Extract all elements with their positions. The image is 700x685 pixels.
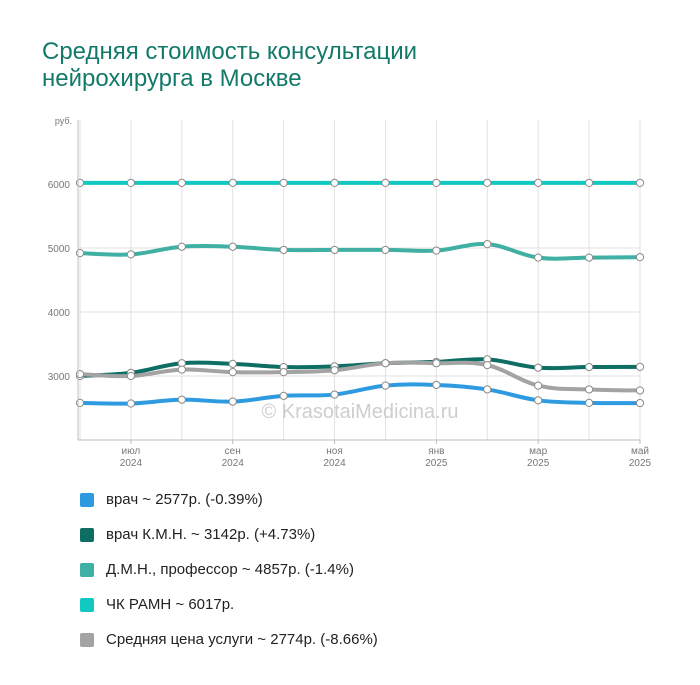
data-point bbox=[228, 359, 237, 368]
data-point bbox=[432, 246, 441, 255]
data-point bbox=[635, 362, 645, 372]
legend-item: врач К.М.Н. ~ 3142р. (+4.73%) bbox=[80, 517, 378, 552]
data-point bbox=[228, 242, 237, 251]
legend: врач ~ 2577р. (-0.39%) врач К.М.Н. ~ 3142… bbox=[80, 482, 378, 657]
legend-label: врач ~ 2577р. (-0.39%) bbox=[106, 491, 263, 508]
data-point bbox=[279, 368, 288, 377]
data-point bbox=[584, 253, 594, 262]
line-chart: © KrasotaiMedicina.ru 3000400050006000ру… bbox=[48, 116, 652, 469]
data-point bbox=[330, 178, 339, 188]
chart-title-line-2: нейрохирурга в Москве bbox=[42, 65, 302, 92]
y-tick-label: 3000 bbox=[48, 372, 71, 383]
legend-label: Д.М.Н., профессор ~ 4857р. (-1.4%) bbox=[106, 561, 354, 578]
data-point bbox=[228, 368, 237, 377]
y-tick-label: 4000 bbox=[48, 308, 71, 319]
x-tick-label-month: янв bbox=[428, 446, 444, 457]
data-point bbox=[432, 359, 441, 368]
legend-label: врач К.М.Н. ~ 3142р. (+4.73%) bbox=[106, 526, 316, 543]
data-point bbox=[279, 245, 288, 255]
x-tick-label-year: 2024 bbox=[120, 458, 143, 469]
series-средняя-цена-услуги bbox=[75, 359, 645, 395]
data-point bbox=[126, 371, 136, 381]
legend-swatch bbox=[80, 632, 94, 647]
data-point bbox=[483, 178, 492, 188]
legend-item: врач ~ 2577р. (-0.39%) bbox=[80, 482, 378, 517]
axes: 3000400050006000руб.июл2024сен2024ноя202… bbox=[48, 116, 652, 469]
series-line bbox=[78, 242, 642, 261]
x-tick-label-month: мар bbox=[529, 446, 547, 457]
data-point bbox=[635, 178, 645, 188]
data-point bbox=[126, 250, 136, 259]
legend-swatch bbox=[80, 597, 94, 612]
legend-label: ЧК РАМН ~ 6017р. bbox=[106, 596, 235, 613]
data-point bbox=[432, 178, 441, 188]
x-tick-label-year: 2025 bbox=[527, 458, 550, 469]
data-point bbox=[381, 359, 390, 368]
data-point bbox=[381, 178, 390, 188]
data-point bbox=[483, 361, 492, 370]
legend-item: ЧК РАМН ~ 6017р. bbox=[80, 587, 378, 622]
x-tick-label-month: ноя bbox=[326, 446, 343, 457]
chart-title: Средняя стоимость консультации нейрохиру… bbox=[42, 38, 602, 92]
data-point bbox=[432, 380, 441, 390]
data-point bbox=[584, 385, 594, 394]
data-point bbox=[330, 366, 339, 375]
data-point bbox=[75, 369, 85, 379]
data-point bbox=[635, 253, 645, 262]
legend-swatch bbox=[80, 492, 94, 507]
data-point bbox=[330, 245, 339, 255]
y-tick-label: 6000 bbox=[48, 180, 71, 191]
data-point bbox=[534, 178, 543, 188]
data-point bbox=[177, 242, 186, 251]
legend-item: Средняя цена услуги ~ 2774р. (-8.66%) bbox=[80, 622, 378, 657]
legend-item: Д.М.Н., профессор ~ 4857р. (-1.4%) bbox=[80, 552, 378, 587]
x-tick-label-year: 2024 bbox=[323, 458, 346, 469]
data-point bbox=[330, 390, 339, 399]
data-point bbox=[534, 396, 543, 405]
data-point bbox=[534, 381, 543, 390]
series-lines bbox=[75, 178, 645, 408]
data-point bbox=[279, 178, 288, 188]
data-point bbox=[177, 365, 186, 374]
chart-title-line-1: Средняя стоимость консультации bbox=[42, 38, 418, 65]
legend-swatch bbox=[80, 527, 94, 542]
data-point bbox=[534, 363, 543, 372]
data-point bbox=[75, 249, 85, 258]
x-tick-label-year: 2024 bbox=[222, 458, 245, 469]
data-point bbox=[381, 381, 390, 390]
x-tick-label-month: июл bbox=[122, 446, 141, 457]
series-line bbox=[78, 382, 642, 406]
x-tick-label-year: 2025 bbox=[425, 458, 448, 469]
data-point bbox=[177, 178, 186, 188]
x-tick-label-year: 2025 bbox=[629, 458, 652, 469]
y-axis-unit-label: руб. bbox=[55, 116, 72, 126]
x-tick-label-month: май bbox=[631, 446, 649, 457]
data-point bbox=[483, 385, 492, 394]
data-point bbox=[228, 178, 237, 188]
data-point bbox=[126, 399, 136, 408]
data-point bbox=[228, 397, 237, 406]
data-point bbox=[483, 240, 492, 249]
data-point bbox=[279, 391, 288, 400]
data-point bbox=[126, 178, 136, 188]
data-point bbox=[635, 398, 645, 408]
series-чк-рамн bbox=[75, 178, 645, 188]
series-line bbox=[78, 360, 642, 393]
series-д-м-н-профессор bbox=[75, 240, 645, 262]
legend-swatch bbox=[80, 562, 94, 577]
data-point bbox=[75, 398, 85, 407]
data-point bbox=[75, 178, 85, 188]
y-tick-label: 5000 bbox=[48, 244, 71, 255]
data-point bbox=[584, 178, 594, 188]
data-point bbox=[584, 398, 594, 407]
data-point bbox=[381, 245, 390, 255]
legend-label: Средняя цена услуги ~ 2774р. (-8.66%) bbox=[106, 631, 378, 648]
series-врач bbox=[75, 380, 645, 408]
data-point bbox=[584, 362, 594, 372]
data-point bbox=[534, 253, 543, 262]
data-point bbox=[635, 386, 645, 395]
data-point bbox=[177, 395, 186, 404]
watermark-text: © KrasotaiMedicina.ru bbox=[261, 401, 458, 423]
x-tick-label-month: сен bbox=[225, 446, 241, 457]
